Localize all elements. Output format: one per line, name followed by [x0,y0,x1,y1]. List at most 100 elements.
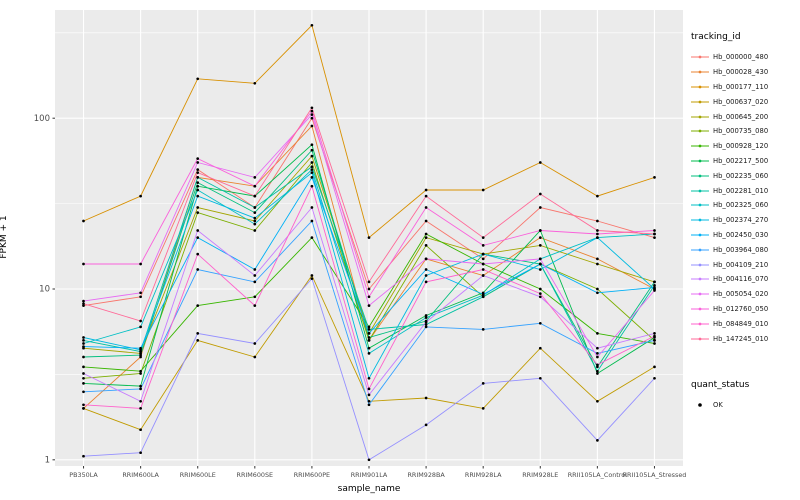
data-point [596,363,599,367]
x-tick-label: RRIM600LA [122,471,159,479]
data-point [367,399,371,403]
data-point [653,365,656,369]
data-point [481,257,485,261]
data-point [653,286,656,289]
data-point [196,188,200,192]
data-point [139,372,142,375]
legend-item: Hb_000000_480 [691,50,799,65]
data-point [424,219,428,223]
data-point [424,244,428,247]
data-point [424,280,428,284]
data-point [139,407,142,410]
data-point [139,384,142,388]
legend-item-label: Hb_002217_500 [713,156,769,165]
legend-key-line-icon [691,263,709,266]
data-point [653,284,656,287]
legend-item-label: Hb_000735_080 [713,127,769,136]
data-point [253,219,257,223]
data-point [653,289,656,292]
legend-key-line-icon [691,337,709,340]
legend-item-label: Hb_147245_010 [713,334,769,343]
data-point [596,399,599,403]
data-point [653,334,656,338]
data-point [139,428,142,432]
data-point [596,232,599,236]
y-axis-title: FPKM + 1 [0,215,9,259]
data-point [596,365,599,369]
x-tick-label: RRIM928LA [465,471,502,479]
legend-item-label: Hb_002450_030 [713,230,769,239]
data-point [424,320,428,324]
legend-item-label: Hb_004109_210 [713,260,769,269]
legend-key-line-icon [691,159,709,163]
legend-key-line-icon [691,203,709,207]
data-point [367,236,371,239]
data-point [481,244,485,247]
data-point [253,176,257,179]
legend-item: Hb_000645_200 [691,109,799,124]
data-point [196,194,200,198]
x-tick-label: RRII105LA_Control [568,471,627,479]
data-point [310,274,314,277]
data-point [82,407,85,410]
data-point [82,262,85,266]
data-point [596,352,599,355]
data-point [424,188,428,192]
x-tick-label: RRIM600PE [294,471,330,479]
data-point [139,319,142,323]
legend-item: Hb_004116_070 [691,272,799,287]
legend-item-label: Hb_002281_010 [713,186,769,195]
data-point [253,216,257,220]
legend-key-line-icon [691,144,709,148]
data-point [82,336,85,339]
data-point [367,376,371,380]
data-point [367,458,371,462]
legend-key-line-icon [691,100,709,104]
data-point [310,171,314,174]
legend-item-label: Hb_000645_200 [713,112,769,121]
data-point [139,387,142,391]
data-point [139,369,142,373]
data-point [596,194,599,198]
data-point [424,194,428,198]
data-point [310,143,314,147]
data-point [310,184,314,188]
legend-key-point-icon [698,403,702,408]
data-point [367,295,371,299]
data-point [253,274,257,277]
data-point [481,293,485,296]
legend-key-line-icon [691,115,709,118]
data-point [310,236,314,239]
data-point [596,287,599,291]
data-point [139,451,142,455]
x-tick-label: RRIM928LE [522,471,558,479]
data-point [82,355,85,359]
data-point [424,257,428,261]
legend-item: Hb_000177_110 [691,80,799,95]
data-point [196,252,200,256]
legend-item: Hb_000028_430 [691,65,799,80]
data-point [253,280,257,284]
data-point [481,268,485,271]
legend-item-label: Hb_084849_010 [713,319,769,328]
data-point [196,77,200,81]
data-point [310,116,314,120]
x-tick-label: RRIM928BA [407,471,445,479]
data-point [310,109,314,113]
data-point [367,352,371,355]
data-point [596,355,599,359]
data-point [538,229,542,232]
data-point [139,291,142,295]
data-point [653,339,656,342]
legend-item-label: Hb_005054_020 [713,290,769,299]
data-point [253,304,257,307]
data-point [424,396,428,400]
x-tick-label: RRIM600LE [180,471,216,479]
data-point [424,423,428,427]
data-point [538,287,542,291]
data-point [596,229,599,232]
data-point [82,219,85,223]
legend-key-line-icon [691,233,709,237]
